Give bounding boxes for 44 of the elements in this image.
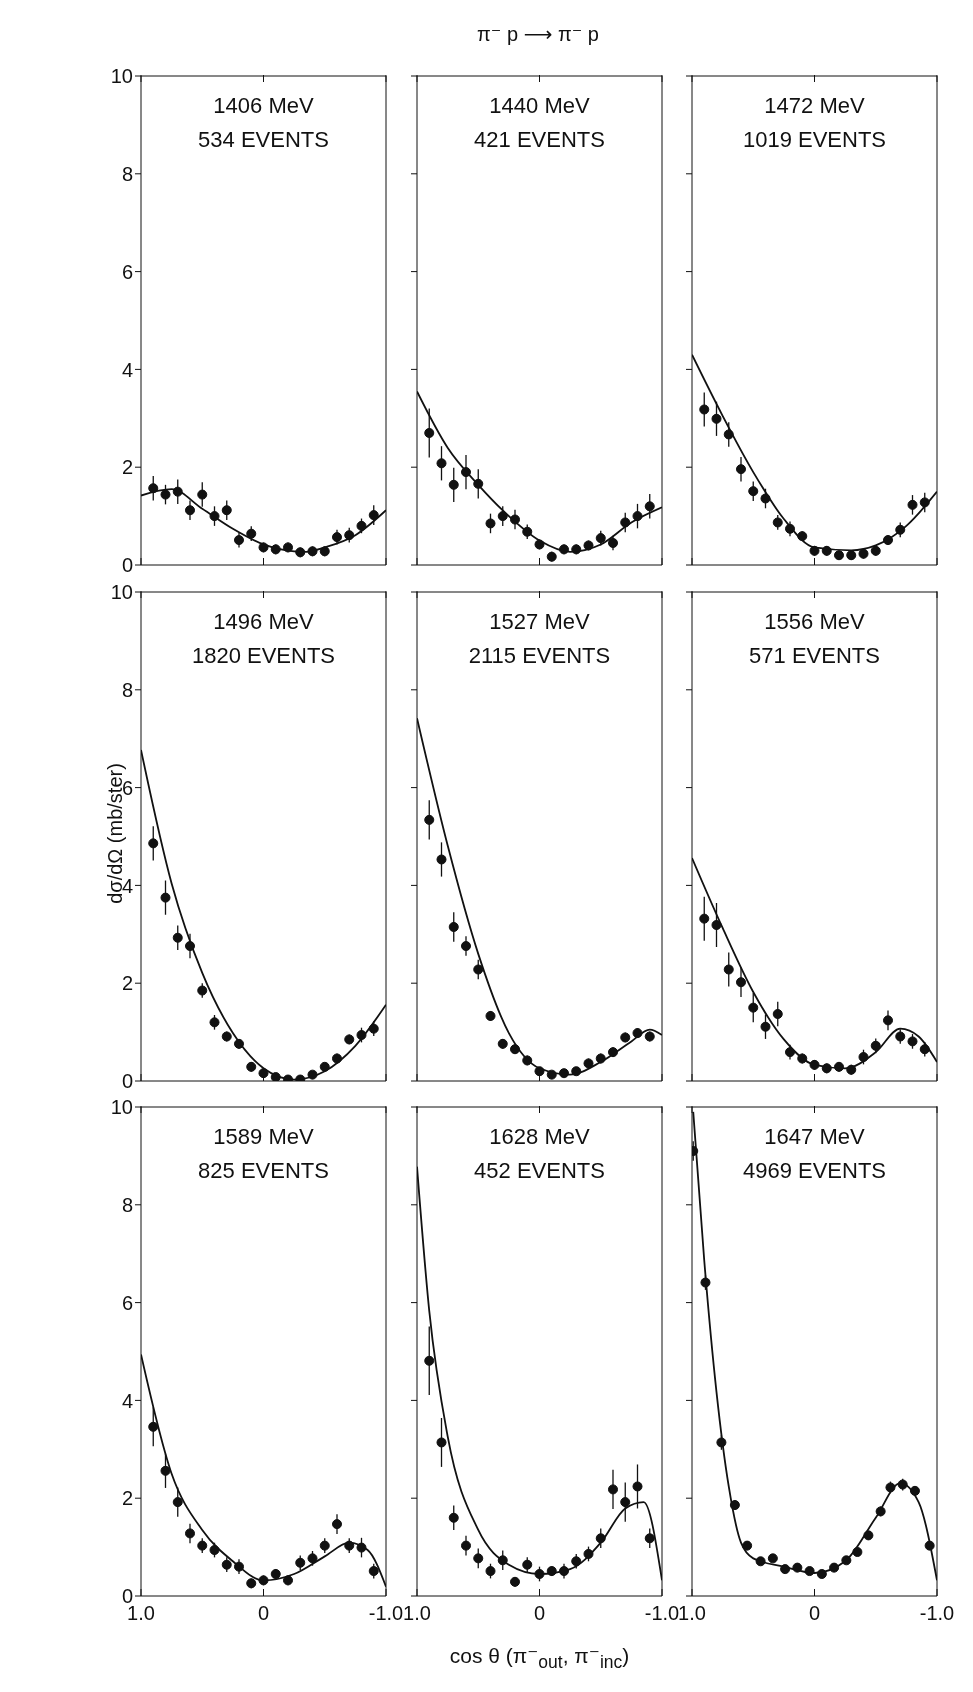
y-tick-label: 0: [121, 554, 133, 577]
x-tick-label: -1.0: [644, 1602, 680, 1624]
annotation: 1647 MeV: [764, 1124, 865, 1149]
x-tick-label: 1.0: [127, 1602, 155, 1624]
annotation: 452 EVENTS: [474, 1158, 605, 1183]
x-tick-label: 0: [533, 1602, 546, 1624]
y-tick-label: 2: [121, 456, 133, 479]
x-tick-label: 0: [257, 1602, 270, 1624]
annotation: 534 EVENTS: [198, 127, 329, 152]
y-tick-label: 8: [121, 162, 133, 185]
y-tick-label: 10: [110, 1096, 133, 1119]
annotation: 1406 MeV: [213, 93, 314, 118]
y-tick-label: 10: [110, 581, 133, 604]
annotation: 1556 MeV: [764, 609, 865, 634]
annotation: 1820 EVENTS: [191, 643, 336, 668]
annotation: 1628 MeV: [489, 1124, 590, 1149]
y-tick-label: 8: [121, 1193, 133, 1216]
x-tick-label: 1.0: [678, 1602, 706, 1624]
y-tick-label: 2: [121, 972, 133, 995]
x-tick-label: -1.0: [919, 1602, 955, 1624]
text: π⁻ p ⟶ π⁻ p: [477, 23, 599, 45]
x-axis-title: cos θ (π⁻$_{out}$, π⁻$_{inc}$): [449, 1644, 630, 1673]
annotation: 2115 EVENTS: [468, 643, 611, 668]
y-tick-label: 6: [121, 1291, 133, 1314]
x-tick-label: 1.0: [403, 1602, 431, 1624]
annotation: 1019 EVENTS: [742, 127, 887, 152]
annotation: 1527 MeV: [489, 609, 590, 634]
y-tick-label: 10: [110, 65, 133, 88]
annotation: 1589 MeV: [213, 1124, 314, 1149]
y-tick-label: 6: [121, 260, 133, 283]
x-tick-label: -1.0: [368, 1602, 404, 1624]
y-tick-label: 8: [121, 678, 133, 701]
annotation: 825 EVENTS: [198, 1158, 329, 1183]
annotation: 421 EVENTS: [474, 127, 605, 152]
annotation: 1472 MeV: [764, 93, 865, 118]
annotation: 4969 EVENTS: [742, 1158, 887, 1183]
annotation: 1496 MeV: [213, 609, 314, 634]
y-tick-label: 4: [121, 358, 133, 381]
y-tick-label: 0: [121, 1070, 133, 1093]
y-tick-label: 2: [121, 1487, 133, 1510]
y-tick-label: 4: [121, 1389, 133, 1412]
annotation: 571 EVENTS: [749, 643, 880, 668]
x-tick-label: 0: [808, 1602, 821, 1624]
annotation: 1440 MeV: [489, 93, 590, 118]
